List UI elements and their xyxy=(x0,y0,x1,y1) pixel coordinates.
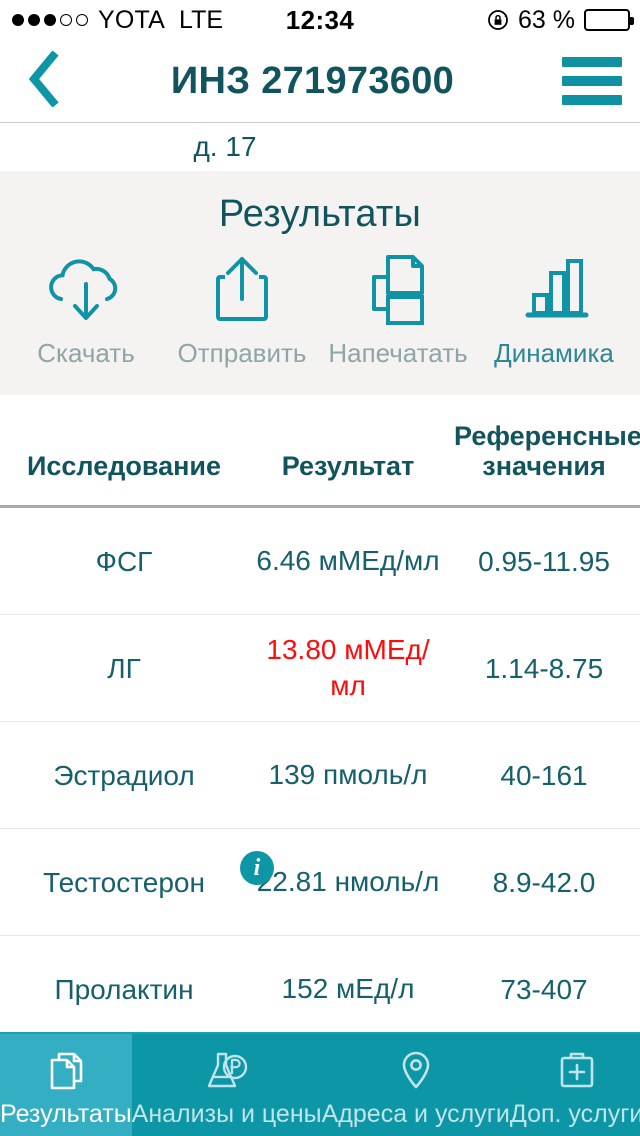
table-row[interactable]: ЛГ 13.80 мМЕд/мл 1.14-8.75 xyxy=(0,615,640,723)
cell-test-value-text: 6.46 мМЕд/мл xyxy=(256,544,440,576)
print-action[interactable]: Напечатать xyxy=(323,250,473,369)
menu-bar-line xyxy=(562,57,622,67)
column-header-value: Результат xyxy=(281,451,415,482)
signal-dot xyxy=(44,14,56,26)
menu-bar-line xyxy=(562,95,622,105)
rotation-lock-icon xyxy=(487,9,509,31)
status-bar: YOTA LTE 12:34 63 % xyxy=(0,0,640,40)
cell-test-name: Эстрадиол xyxy=(53,759,195,791)
column-header-reference-line2: значения xyxy=(482,451,606,482)
map-pin-icon xyxy=(392,1045,440,1097)
tab-addresses-services[interactable]: Адреса и услуги xyxy=(322,1034,510,1136)
cell-test-name: ФСГ xyxy=(95,545,153,577)
cloud-download-icon xyxy=(38,250,134,330)
cell-test-value-text: 13.80 мМЕд/мл xyxy=(266,633,430,702)
results-section-title: Результаты xyxy=(218,193,422,235)
menu-bar-line xyxy=(562,76,622,86)
hamburger-menu-icon[interactable] xyxy=(562,51,622,111)
tab-tests-prices[interactable]: Анализы и цены xyxy=(132,1034,322,1136)
tab-results[interactable]: Результаты xyxy=(0,1034,132,1136)
signal-dot xyxy=(28,14,40,26)
table-header-row: Исследование Результат Референсные значе… xyxy=(0,395,640,509)
table-row[interactable]: ФСГ 6.46 мМЕд/мл 0.95-11.95 xyxy=(0,508,640,616)
cell-test-value: 152 мЕд/л xyxy=(248,971,448,1008)
cell-test-value-text: 22.81 нмоль/л xyxy=(256,865,440,897)
battery-icon xyxy=(584,9,634,31)
send-action[interactable]: Отправить xyxy=(167,250,317,369)
dynamics-action-label: Динамика xyxy=(494,338,614,368)
print-action-label: Напечатать xyxy=(328,338,468,368)
cell-test-name: ЛГ xyxy=(107,652,141,684)
dynamics-action[interactable]: Динамика xyxy=(479,250,629,369)
bottom-tab-bar: Результаты Анализы и цены Адреса и услуг… xyxy=(0,1032,640,1136)
status-bar-right: 63 % xyxy=(487,5,634,35)
cell-reference-range: 8.9-42.0 xyxy=(492,866,596,898)
info-icon[interactable]: i xyxy=(240,851,274,886)
cell-test-name: Тестостерон xyxy=(43,866,205,898)
table-row[interactable]: Эстрадиол 139 пмоль/л 40-161 xyxy=(0,722,640,830)
chevron-left-icon xyxy=(26,49,60,112)
download-action-label: Скачать xyxy=(37,338,135,368)
address-partial-row: д. 17 xyxy=(0,123,640,171)
cell-test-value-text: 152 мЕд/л xyxy=(281,973,415,1005)
cell-reference-range: 0.95-11.95 xyxy=(478,545,610,577)
carrier-name: YOTA xyxy=(98,5,166,34)
tab-results-label: Результаты xyxy=(0,1100,132,1128)
status-bar-left: YOTA LTE xyxy=(12,6,223,35)
tab-tests-prices-label: Анализы и цены xyxy=(131,1100,322,1128)
table-row[interactable]: Пролактин 152 мЕд/л 73-407 xyxy=(0,936,640,1043)
flask-ruble-icon xyxy=(201,1045,253,1097)
address-line-fragment: д. 17 xyxy=(193,131,257,162)
cell-test-value: 13.80 мМЕд/мл xyxy=(248,632,448,706)
table-row[interactable]: Тестостерон i 22.81 нмоль/л 8.9-42.0 xyxy=(0,829,640,937)
cell-reference-range: 1.14-8.75 xyxy=(484,652,604,684)
signal-strength-dots xyxy=(12,14,88,26)
cell-test-name: Пролактин xyxy=(54,974,194,1006)
status-bar-clock: 12:34 xyxy=(285,4,355,35)
battery-percent-label: 63 % xyxy=(518,5,575,34)
navigation-bar: ИНЗ 271973600 xyxy=(0,40,640,123)
tab-extra-services[interactable]: Доп. услуги xyxy=(510,1034,640,1136)
column-header-reference: Референсные значения xyxy=(448,421,640,481)
column-header-reference-line1: Референсные xyxy=(454,421,640,451)
documents-icon xyxy=(42,1045,90,1097)
results-action-panel: Результаты Скачать Отправить xyxy=(0,171,640,395)
signal-dot xyxy=(60,14,72,26)
back-button[interactable] xyxy=(8,46,78,116)
page-title: ИНЗ 271973600 xyxy=(170,59,455,102)
action-button-row: Скачать Отправить Напечат xyxy=(0,250,640,369)
cell-reference-range: 40-161 xyxy=(500,759,588,791)
tab-addresses-services-label: Адреса и услуги xyxy=(321,1100,510,1128)
signal-dot xyxy=(76,14,88,26)
cell-reference-range: 73-407 xyxy=(500,974,588,1006)
send-action-label: Отправить xyxy=(177,338,307,368)
cell-test-value-text: 139 пмоль/л xyxy=(268,758,428,790)
column-header-name: Исследование xyxy=(26,451,222,482)
results-table: Исследование Результат Референсные значе… xyxy=(0,395,640,1044)
printer-icon xyxy=(350,250,446,330)
network-type: LTE xyxy=(179,5,224,34)
download-action[interactable]: Скачать xyxy=(11,250,161,369)
tab-extra-services-label: Доп. услуги xyxy=(509,1100,640,1128)
cell-test-value: i 22.81 нмоль/л xyxy=(240,851,448,901)
bar-chart-icon xyxy=(506,250,602,330)
cell-test-value: 139 пмоль/л xyxy=(248,757,448,794)
cell-test-value: 6.46 мМЕд/мл xyxy=(248,543,448,580)
share-upload-icon xyxy=(194,250,290,330)
signal-dot xyxy=(12,14,24,26)
medical-case-plus-icon xyxy=(553,1045,601,1097)
table-body: ФСГ 6.46 мМЕд/мл 0.95-11.95 ЛГ 13.80 мМЕд/мл… xyxy=(0,508,640,1043)
